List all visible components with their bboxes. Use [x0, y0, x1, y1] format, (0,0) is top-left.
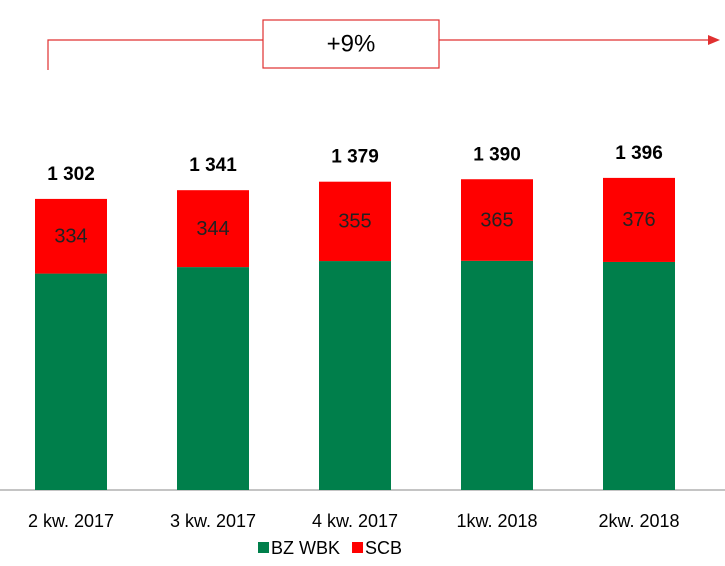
total-label: 1 396	[615, 143, 663, 164]
legend-label: SCB	[365, 538, 402, 558]
total-label: 1 302	[47, 164, 95, 185]
annotation-box	[262, 19, 440, 69]
x-tick-label: 1kw. 2018	[456, 511, 537, 531]
annotation: +9%	[327, 30, 376, 57]
bar-segment	[177, 267, 249, 490]
total-label: 1 341	[189, 155, 237, 176]
legend-swatch	[258, 542, 269, 553]
value-label: 376	[622, 209, 655, 231]
arrow-head	[708, 35, 720, 45]
bar-segment	[35, 198, 107, 274]
bar-segment	[35, 273, 107, 490]
value-label: 344	[196, 218, 229, 240]
bar-segment	[461, 260, 533, 490]
value-label: 365	[480, 209, 513, 231]
x-tick-label: 4 kw. 2017	[312, 511, 398, 531]
total-label: 1 390	[473, 144, 521, 165]
bar-segment	[177, 190, 249, 268]
x-tick-label: 3 kw. 2017	[170, 511, 256, 531]
legend-swatch	[352, 542, 364, 553]
x-tick-label: 2 kw. 2017	[28, 511, 114, 531]
legend-label: BZ WBK	[271, 538, 340, 558]
bar-segment	[461, 179, 533, 261]
bar-segment	[319, 181, 391, 262]
value-label: 355	[338, 211, 371, 233]
x-tick-label: 2kw. 2018	[598, 511, 679, 531]
bar-segment	[319, 261, 391, 490]
total-label: 1 379	[331, 147, 379, 168]
bar-segment	[603, 177, 675, 262]
value-label: 334	[54, 226, 87, 248]
bar-segment	[603, 261, 675, 490]
growth-arrow-left	[47, 39, 263, 70]
